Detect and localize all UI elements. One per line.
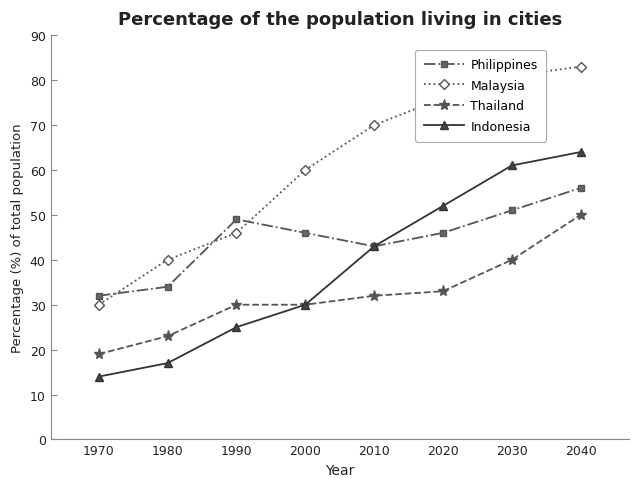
Indonesia [371,244,378,250]
Indonesia [95,374,102,380]
Thailand [301,302,309,308]
Philippines [508,208,516,214]
Thailand [577,212,584,218]
Malaysia [95,302,102,308]
Malaysia [508,74,516,80]
Line: Philippines: Philippines [95,185,584,300]
Philippines [232,217,240,223]
Line: Thailand: Thailand [93,210,586,360]
Philippines [164,284,172,290]
Legend: Philippines, Malaysia, Thailand, Indonesia: Philippines, Malaysia, Thailand, Indones… [415,50,547,142]
Y-axis label: Percentage (%) of total population: Percentage (%) of total population [11,123,24,352]
Thailand [439,289,447,295]
Thailand [371,293,378,299]
Indonesia [164,361,172,366]
Indonesia [232,325,240,330]
Thailand [232,302,240,308]
Malaysia [577,64,584,70]
Line: Malaysia: Malaysia [95,64,584,308]
Indonesia [577,150,584,156]
Thailand [508,257,516,263]
Philippines [95,293,102,299]
X-axis label: Year: Year [325,463,355,477]
Thailand [95,351,102,357]
Indonesia [439,203,447,209]
Malaysia [164,257,172,263]
Indonesia [508,163,516,169]
Indonesia [301,302,309,308]
Malaysia [439,96,447,102]
Title: Percentage of the population living in cities: Percentage of the population living in c… [118,11,562,29]
Philippines [439,230,447,236]
Philippines [301,230,309,236]
Malaysia [232,230,240,236]
Philippines [577,185,584,191]
Philippines [371,244,378,250]
Line: Indonesia: Indonesia [95,148,585,381]
Thailand [164,333,172,339]
Malaysia [301,168,309,174]
Malaysia [371,123,378,129]
